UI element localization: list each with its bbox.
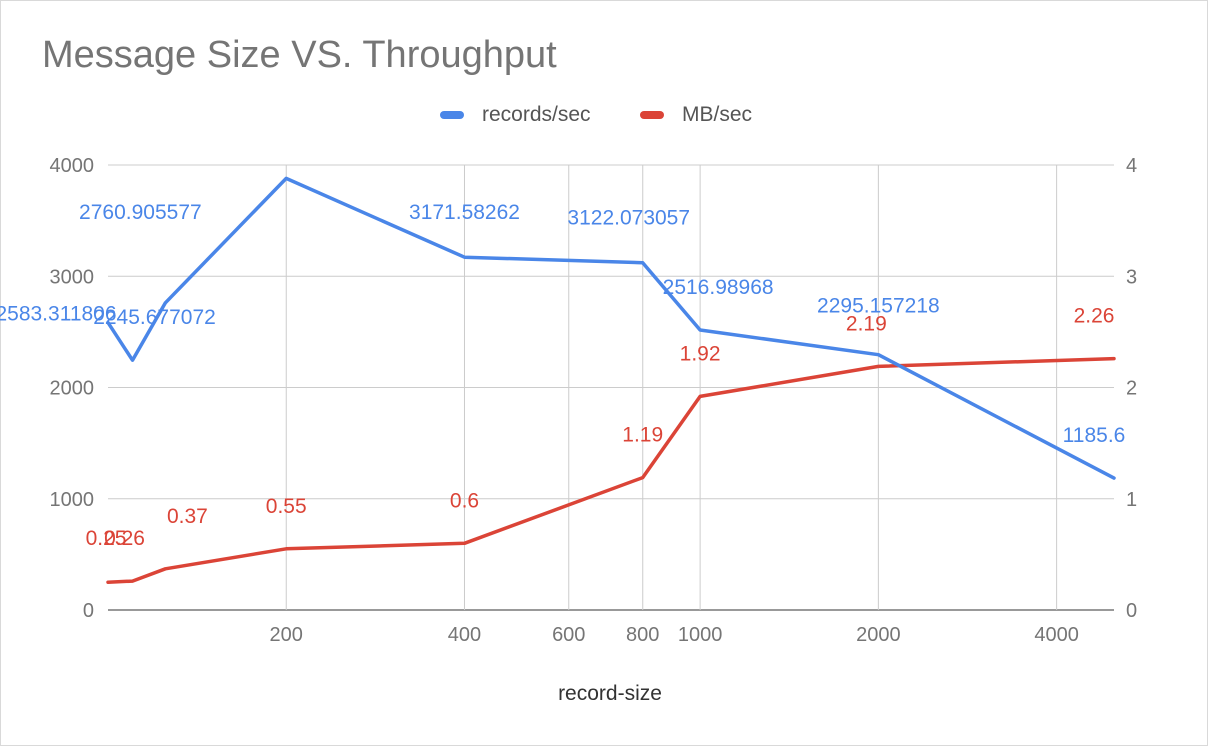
data-label-records-per-sec: 2583.311806	[0, 303, 117, 326]
data-label-mb-per-sec: 1.92	[680, 342, 721, 365]
data-label-mb-per-sec: 1.19	[622, 424, 663, 447]
x-tick-label: 1000	[678, 624, 723, 646]
legend-label-records-per-sec: records/sec	[482, 103, 591, 126]
x-tick-label: 2000	[856, 624, 901, 646]
data-label-records-per-sec: 3171.58262	[409, 201, 520, 224]
legend-swatch-mb-per-sec	[640, 111, 664, 119]
y-right-tick-label: 2	[1126, 378, 1137, 400]
data-label-records-per-sec: 2295.157218	[817, 295, 940, 318]
y-right-tick-label: 1	[1126, 489, 1137, 511]
data-label-records-per-sec: 2516.98968	[663, 276, 774, 299]
legend: records/sec MB/sec	[0, 100, 1210, 130]
data-label-records-per-sec: 2245.677072	[93, 306, 216, 329]
data-label-mb-per-sec: 2.26	[1074, 305, 1115, 328]
y-left-tick-label: 1000	[50, 489, 95, 511]
axis-ticks: 0 1000 2000 3000 4000 0 1 2 3 4 200 400 600 800 1000 20…	[50, 155, 1138, 646]
data-label-records-per-sec: 2760.905577	[79, 201, 202, 224]
data-label-records-per-sec: 1185.6	[1063, 424, 1126, 447]
x-tick-label: 400	[448, 624, 481, 646]
data-label-mb-per-sec: 0.25	[86, 527, 127, 550]
legend-label-mb-per-sec: MB/sec	[682, 103, 753, 126]
x-tick-label: 200	[270, 624, 303, 646]
y-left-tick-label: 3000	[50, 266, 95, 288]
x-tick-label: 600	[552, 624, 585, 646]
x-tick-label: 800	[626, 624, 659, 646]
legend-item-records-per-sec: records/sec	[440, 100, 591, 130]
data-label-mb-per-sec: 0.6	[450, 489, 479, 512]
y-right-tick-label: 3	[1126, 266, 1137, 288]
legend-swatch-records-per-sec	[440, 111, 464, 119]
data-label-mb-per-sec: 0.37	[167, 505, 208, 528]
y-left-tick-label: 2000	[50, 378, 95, 400]
y-left-tick-label: 4000	[50, 155, 95, 177]
chart-title: Message Size VS. Throughput	[42, 34, 557, 76]
series-line-mb-per-sec	[106, 356, 1116, 584]
grid	[108, 164, 1114, 611]
x-tick-label: 4000	[1034, 624, 1079, 646]
series-line-records-per-sec	[106, 176, 1116, 480]
y-right-tick-label: 0	[1126, 600, 1137, 622]
data-label-records-per-sec: 3122.073057	[567, 207, 690, 230]
data-label-mb-per-sec: 2.19	[846, 312, 887, 335]
x-axis-title: record-size	[558, 682, 662, 705]
y-left-tick-label: 0	[83, 600, 94, 622]
data-label-mb-per-sec: 0.26	[104, 527, 145, 550]
data-label-mb-per-sec: 0.55	[266, 495, 307, 518]
y-right-tick-label: 4	[1126, 155, 1137, 177]
legend-item-mb-per-sec: MB/sec	[640, 100, 752, 130]
series	[106, 176, 1116, 584]
